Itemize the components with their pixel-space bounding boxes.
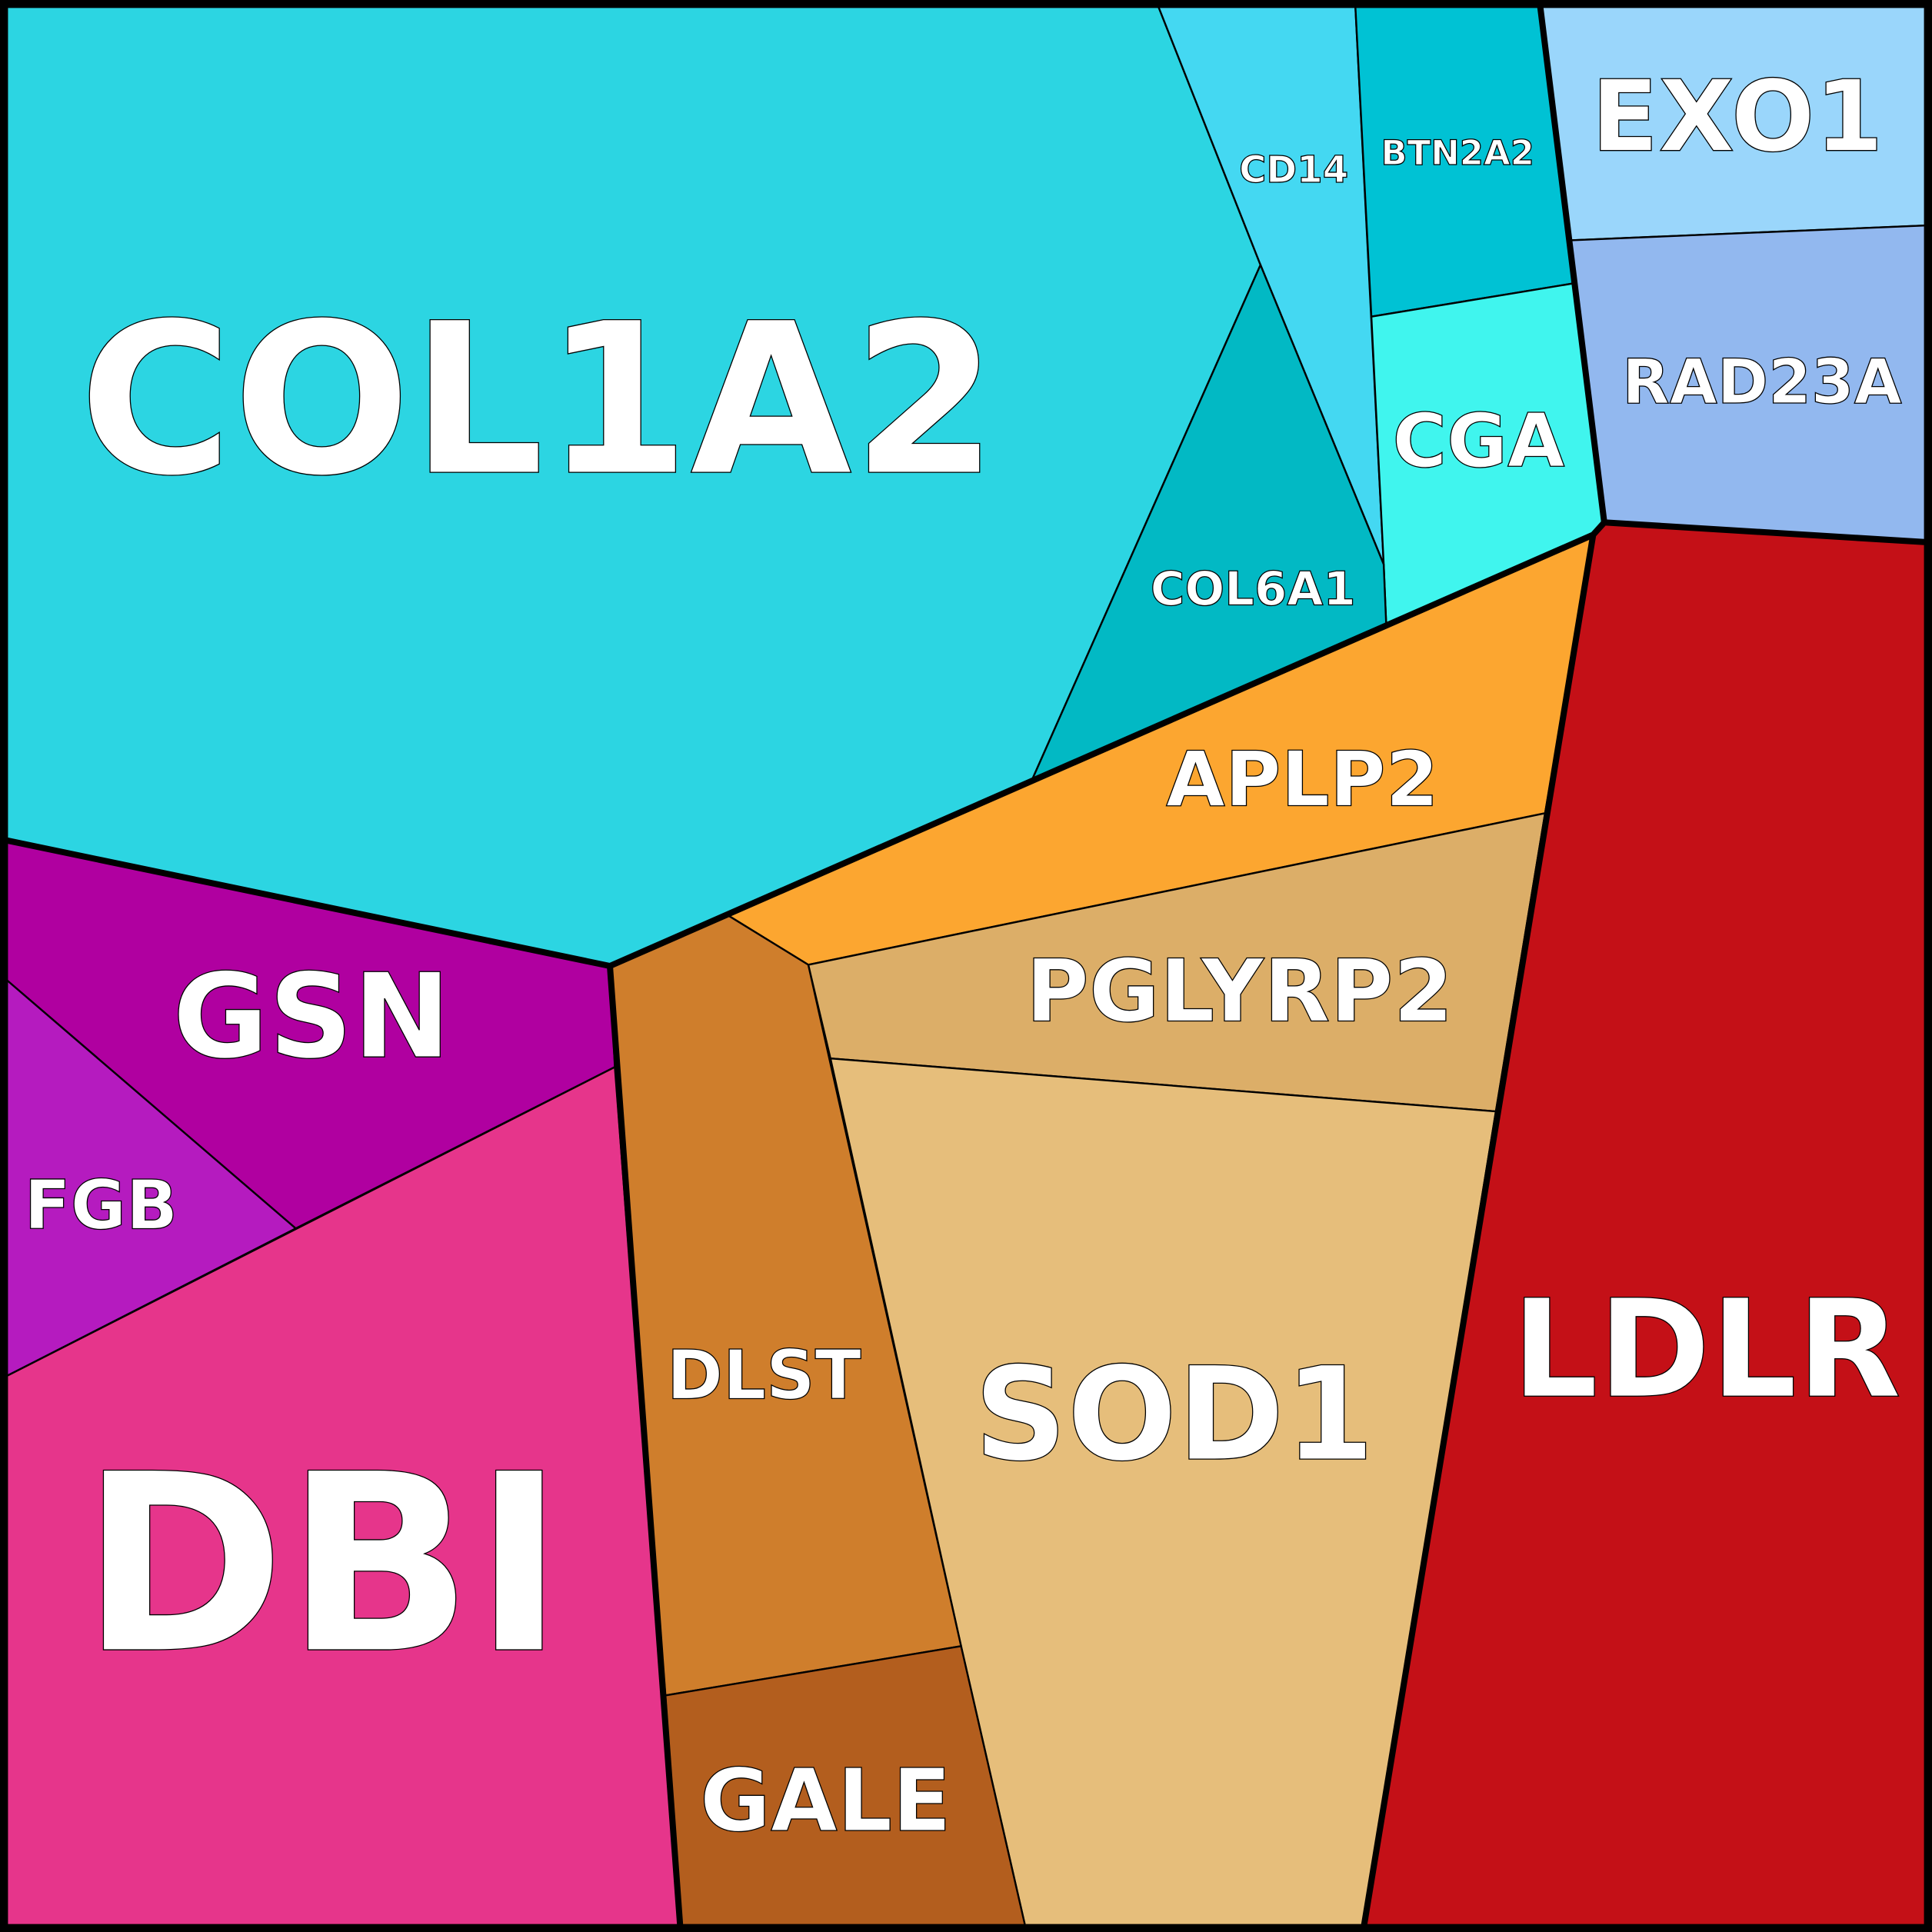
cell-label: CD14 [1239,148,1348,192]
cell-label: GALE [700,1751,951,1851]
cell-label: RAD23A [1622,346,1902,418]
cell-label: FGB [25,1165,178,1244]
cell-label: GSN [172,948,451,1084]
cell-label: SOD1 [974,1339,1374,1490]
cell-label: PGLYRP2 [1026,942,1454,1042]
cell-label: COL1A2 [79,278,998,522]
group-border [1604,519,1927,545]
cell-label: DBI [81,1421,565,1708]
cell-label: CGA [1393,398,1565,485]
group-border [1361,534,1597,1927]
cell-label: LDLR [1512,1270,1902,1428]
cell-label: DLST [667,1335,861,1414]
group-border [607,965,684,1927]
cell-label: EXO1 [1591,60,1884,175]
cell-label: BTN2A2 [1381,132,1534,173]
cell-label: COL6A1 [1151,561,1356,616]
cell-label: APLP2 [1166,736,1439,824]
